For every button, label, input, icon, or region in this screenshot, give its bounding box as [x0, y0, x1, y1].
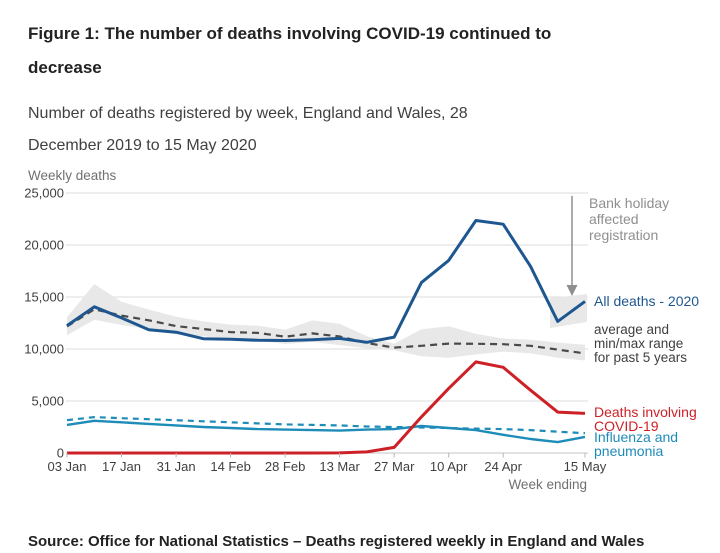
- series-label-covid: Deaths involving COVID-19: [594, 404, 697, 434]
- x-tick-label: 14 Feb: [210, 459, 250, 474]
- y-tick-label: 5,000: [31, 394, 64, 409]
- x-tick-label: 10 Apr: [430, 459, 468, 474]
- series-label-all-deaths: All deaths - 2020: [594, 293, 700, 309]
- series-label-influenza-pneumonia: Influenza and pneumonia: [594, 429, 679, 459]
- x-axis-title: Week ending: [508, 477, 587, 492]
- all-deaths-2020-line: [66, 219, 586, 344]
- y-tick-label: 25,000: [24, 186, 64, 201]
- x-tick-label: 15 May: [564, 459, 607, 474]
- x-tick-label: 03 Jan: [47, 459, 86, 474]
- y-tick-label: 10,000: [24, 342, 64, 357]
- minmax-band: [67, 284, 585, 361]
- x-tick-label: 17 Jan: [102, 459, 141, 474]
- flu-pneumonia-avg-5yr-line: [66, 416, 586, 435]
- series-label-average-minmax: average and min/max range for past 5 yea…: [594, 322, 688, 365]
- figure-subtitle: Number of deaths registered by week, Eng…: [28, 105, 468, 154]
- x-tick-label: 31 Jan: [157, 459, 196, 474]
- flu-pneumonia-2020-line: [66, 419, 586, 444]
- y-tick-label: 0: [57, 446, 64, 461]
- x-tick-label: 13 Mar: [319, 459, 360, 474]
- x-tick-label: 24 Apr: [484, 459, 522, 474]
- bank-holiday-highlight: [550, 294, 587, 328]
- y-tick-label: 15,000: [24, 290, 64, 305]
- y-tick-label: 20,000: [24, 238, 64, 253]
- average-5yr-line: [66, 308, 586, 355]
- y-axis-title: Weekly deaths: [28, 168, 117, 183]
- x-tick-label: 28 Feb: [265, 459, 305, 474]
- source-line: Source: Office for National Statistics –…: [28, 533, 645, 550]
- bank-holiday-annotation: Bank holiday affected registration: [589, 195, 670, 243]
- annotation-arrow-head-icon: [566, 285, 578, 296]
- covid-19-deaths-line: [67, 360, 586, 455]
- figure-title: Figure 1: The number of deaths involving…: [28, 24, 552, 78]
- x-tick-label: 27 Mar: [374, 459, 415, 474]
